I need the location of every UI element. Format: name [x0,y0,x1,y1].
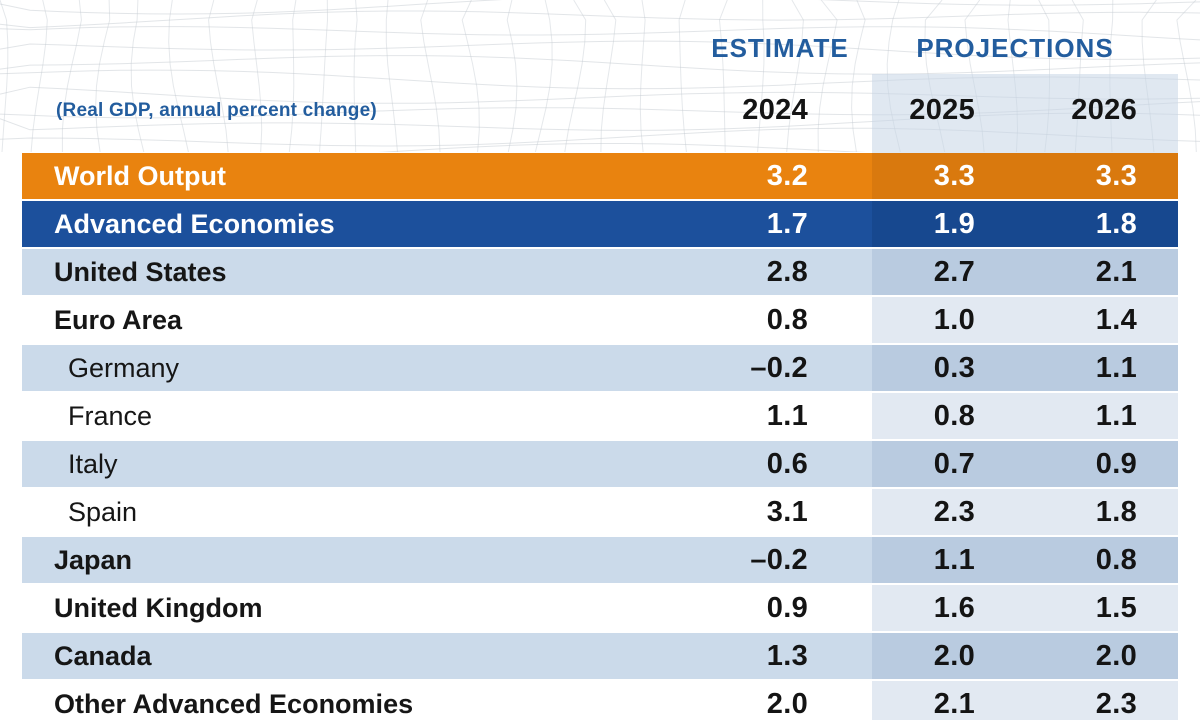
table-row: United Kingdom 0.9 1.6 1.5 [22,585,1178,631]
value-2026: 1.1 [1036,393,1178,439]
value-2026: 1.1 [1036,345,1178,391]
value-2024: –0.2 [750,352,808,384]
value-2025: 2.1 [872,681,1036,720]
estimate-column-group-label: ESTIMATE [711,33,849,63]
value-2026: 1.8 [1036,489,1178,535]
row-label: United States [54,257,227,287]
value-2025: 2.0 [872,633,1036,679]
value-2025: 0.7 [872,441,1036,487]
table-row: United States 2.8 2.7 2.1 [22,249,1178,295]
value-2024: 2.0 [766,688,808,720]
projections-column-group-label: PROJECTIONS [916,33,1114,63]
value-2026: 1.8 [1036,201,1178,247]
year-2026-header: 2026 [1071,94,1137,126]
value-2026: 0.8 [1036,537,1178,583]
row-label: Japan [54,545,133,575]
value-2025: 2.7 [872,249,1036,295]
table-row: Italy 0.6 0.7 0.9 [22,441,1178,487]
row-label: France [68,401,153,431]
value-2025: 2.3 [872,489,1036,535]
value-2026: 2.1 [1036,249,1178,295]
row-label: Euro Area [54,305,183,335]
year-2024-header: 2024 [742,94,808,126]
table-row: Japan –0.2 1.1 0.8 [22,537,1178,583]
table-row: Canada 1.3 2.0 2.0 [22,633,1178,679]
row-label: Advanced Economies [54,209,335,239]
year-2025-header: 2025 [909,94,975,126]
value-2025: 1.9 [872,201,1036,247]
table-row: Germany –0.2 0.3 1.1 [22,345,1178,391]
table-row: Euro Area 0.8 1.0 1.4 [22,297,1178,343]
value-2026: 1.5 [1036,585,1178,631]
value-2025: 0.8 [872,393,1036,439]
value-2024: 0.6 [766,448,808,480]
row-label: Canada [54,641,152,671]
value-2025: 0.3 [872,345,1036,391]
table-row: Advanced Economies 1.7 1.9 1.8 [22,201,1178,247]
year-header-row: 2024 2025 2026 [22,90,1178,130]
value-2026: 0.9 [1036,441,1178,487]
value-2026: 2.0 [1036,633,1178,679]
value-2024: 0.8 [766,304,808,336]
value-2024: 3.1 [766,496,808,528]
value-2024: 2.8 [766,256,808,288]
table-row: Other Advanced Economies 2.0 2.1 2.3 [22,681,1178,720]
projections-highlight-band [872,74,1178,153]
value-2024: 3.2 [766,160,808,192]
value-2026: 1.4 [1036,297,1178,343]
row-label: Other Advanced Economies [54,689,414,719]
row-label: Italy [68,449,118,479]
value-2024: 1.1 [766,400,808,432]
gdp-table: World Output 3.2 3.3 3.3 Advanced Economies 1… [22,153,1178,720]
row-label: Germany [68,353,180,383]
value-2024: 1.3 [766,640,808,672]
value-2024: 1.7 [766,208,808,240]
table-row: France 1.1 0.8 1.1 [22,393,1178,439]
value-2026: 3.3 [1036,153,1178,199]
table-row: Spain 3.1 2.3 1.8 [22,489,1178,535]
table-subtitle: (Real GDP, annual percent change) [56,100,377,121]
row-label: World Output [54,161,226,191]
year-header-spacer [22,90,662,130]
value-2024: –0.2 [750,544,808,576]
table-row: World Output 3.2 3.3 3.3 [22,153,1178,199]
value-2025: 1.0 [872,297,1036,343]
value-2025: 3.3 [872,153,1036,199]
value-2026: 2.3 [1036,681,1178,720]
value-2025: 1.1 [872,537,1036,583]
value-2024: 0.9 [766,592,808,624]
row-label: Spain [68,497,138,527]
row-label: United Kingdom [54,593,263,623]
value-2025: 1.6 [872,585,1036,631]
